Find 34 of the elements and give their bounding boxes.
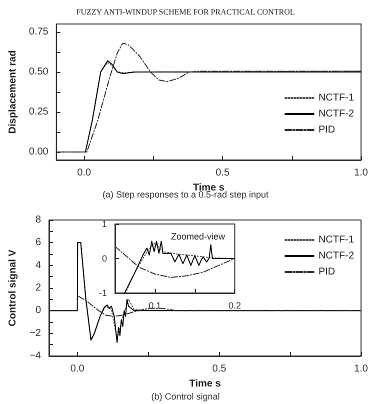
y-tick-label: −2 [30, 328, 42, 339]
x-tick-label: 0.5 [216, 168, 230, 178]
legend-label: NCTF-2 [318, 250, 354, 262]
x-tick-label: 0.5 [212, 364, 227, 374]
y-axis-title: Displacement rad [8, 50, 18, 134]
y-axis-title: Control signal V [8, 249, 18, 326]
y-tick-label: -1 [98, 288, 107, 298]
y-tick-label: 0.50 [28, 66, 49, 78]
legend-label: NCTF-2 [318, 108, 354, 120]
text: (a) Step responses to a 0.5-rad step input [102, 190, 270, 200]
chart-title: FUZZY ANTI-WINDUP SCHEME FOR PRACTICAL CONTROL [76, 8, 295, 16]
y-tick-label: 0 [102, 254, 107, 264]
y-tick-label: 6 [35, 237, 42, 248]
legend-label: NCTF-1 [318, 92, 354, 104]
text: (b) Control signal [151, 392, 220, 402]
y-tick-label: 0.00 [28, 146, 49, 158]
y-tick-label: 2 [35, 282, 42, 294]
y-tick-label: 1 [102, 219, 107, 229]
x-tick-label: 0.0 [77, 168, 92, 178]
x-axis-title: Time s [189, 378, 222, 390]
y-tick-label: 0 [35, 305, 42, 316]
y-tick-label: 4 [35, 260, 42, 271]
legend-label: PID [318, 124, 336, 136]
y-tick-label: −4 [30, 350, 42, 362]
y-tick-label: 8 [35, 214, 42, 226]
x-tick-label: 1.0 [354, 168, 368, 178]
y-tick-label: 0.25 [28, 106, 49, 118]
text: Zoomed-view [171, 232, 226, 242]
y-tick-label: 0.75 [28, 26, 49, 38]
legend-label: PID [318, 266, 336, 278]
x-tick-label: 0.0 [70, 364, 85, 374]
x-tick-label: 1.0 [354, 364, 368, 374]
legend-label: NCTF-1 [318, 234, 354, 246]
x-tick-label: 0.2 [228, 300, 241, 310]
